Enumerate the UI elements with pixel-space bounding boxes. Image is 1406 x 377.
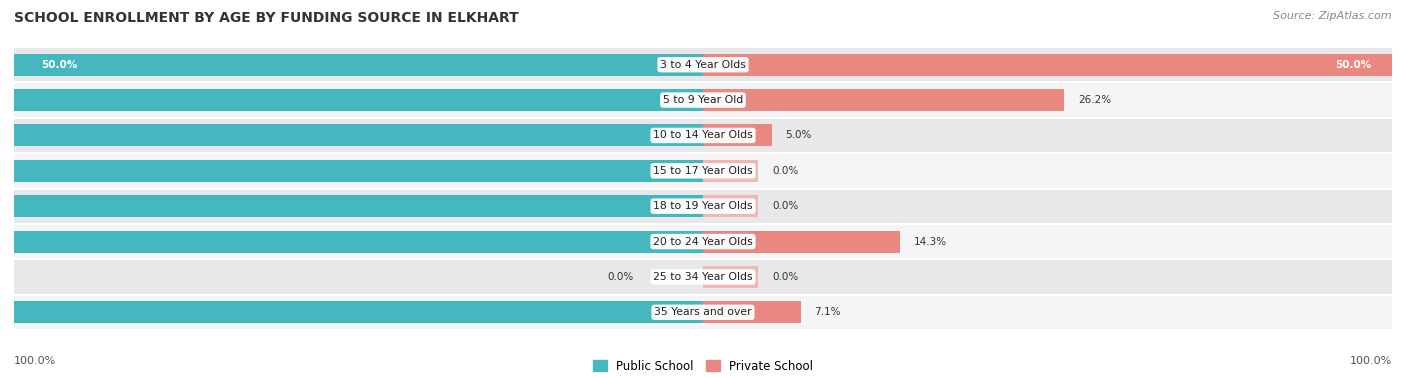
Text: 10 to 14 Year Olds: 10 to 14 Year Olds [654, 130, 752, 141]
Bar [703, 124, 772, 146]
Bar [14, 47, 1392, 83]
Bar [14, 259, 1392, 294]
Text: 0.0%: 0.0% [772, 201, 799, 211]
Text: 25 to 34 Year Olds: 25 to 34 Year Olds [654, 272, 752, 282]
Text: 50.0%: 50.0% [42, 60, 77, 70]
Bar [703, 266, 758, 288]
Bar [14, 118, 1392, 153]
Text: 35 Years and over: 35 Years and over [654, 307, 752, 317]
Bar [703, 54, 1392, 76]
Bar [14, 83, 1392, 118]
Bar [14, 188, 1392, 224]
Text: 5.0%: 5.0% [786, 130, 813, 141]
Bar [0, 195, 703, 217]
Text: 15 to 17 Year Olds: 15 to 17 Year Olds [654, 166, 752, 176]
Bar [14, 153, 1392, 188]
Text: 20 to 24 Year Olds: 20 to 24 Year Olds [654, 236, 752, 247]
Legend: Public School, Private School: Public School, Private School [588, 355, 818, 377]
Text: 50.0%: 50.0% [1336, 60, 1371, 70]
Text: 100.0%: 100.0% [1350, 356, 1392, 366]
Bar [0, 160, 703, 182]
Bar [14, 54, 703, 76]
Text: SCHOOL ENROLLMENT BY AGE BY FUNDING SOURCE IN ELKHART: SCHOOL ENROLLMENT BY AGE BY FUNDING SOUR… [14, 11, 519, 25]
Bar [703, 160, 758, 182]
Text: 3 to 4 Year Olds: 3 to 4 Year Olds [659, 60, 747, 70]
Text: 100.0%: 100.0% [14, 356, 56, 366]
Bar [14, 294, 1392, 330]
Text: 5 to 9 Year Old: 5 to 9 Year Old [662, 95, 744, 105]
Bar [703, 89, 1064, 111]
Bar [0, 231, 703, 253]
Text: 18 to 19 Year Olds: 18 to 19 Year Olds [654, 201, 752, 211]
Bar [703, 231, 900, 253]
Text: 26.2%: 26.2% [1078, 95, 1111, 105]
Bar [0, 89, 703, 111]
Text: 0.0%: 0.0% [772, 272, 799, 282]
Bar [703, 301, 801, 323]
Text: 7.1%: 7.1% [814, 307, 841, 317]
Bar [14, 224, 1392, 259]
Bar [0, 301, 703, 323]
Bar [0, 124, 703, 146]
Text: 0.0%: 0.0% [772, 166, 799, 176]
Bar [703, 195, 758, 217]
Text: 14.3%: 14.3% [914, 236, 946, 247]
Text: 0.0%: 0.0% [607, 272, 634, 282]
Text: Source: ZipAtlas.com: Source: ZipAtlas.com [1274, 11, 1392, 21]
